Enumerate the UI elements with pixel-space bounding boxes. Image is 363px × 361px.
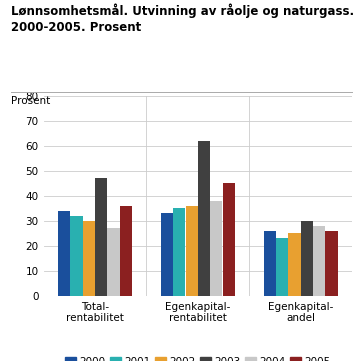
Bar <box>313 226 325 296</box>
Bar <box>83 221 95 296</box>
Bar <box>95 178 107 296</box>
Bar <box>173 208 185 296</box>
Bar <box>210 201 223 296</box>
Bar <box>70 216 82 296</box>
Bar <box>185 206 198 296</box>
Bar <box>120 206 132 296</box>
Bar <box>326 231 338 296</box>
Text: Lønnsomhetsmål. Utvinning av råolje og naturgass.
2000-2005. Prosent: Lønnsomhetsmål. Utvinning av råolje og n… <box>11 4 354 34</box>
Legend: 2000, 2001, 2002, 2003, 2004, 2005: 2000, 2001, 2002, 2003, 2004, 2005 <box>65 357 331 361</box>
Bar <box>198 141 210 296</box>
Bar <box>107 229 119 296</box>
Bar <box>58 211 70 296</box>
Bar <box>301 221 313 296</box>
Bar <box>276 238 288 296</box>
Bar <box>289 234 301 296</box>
Text: Prosent: Prosent <box>11 96 50 106</box>
Bar <box>161 213 173 296</box>
Bar <box>264 231 276 296</box>
Bar <box>223 183 235 296</box>
